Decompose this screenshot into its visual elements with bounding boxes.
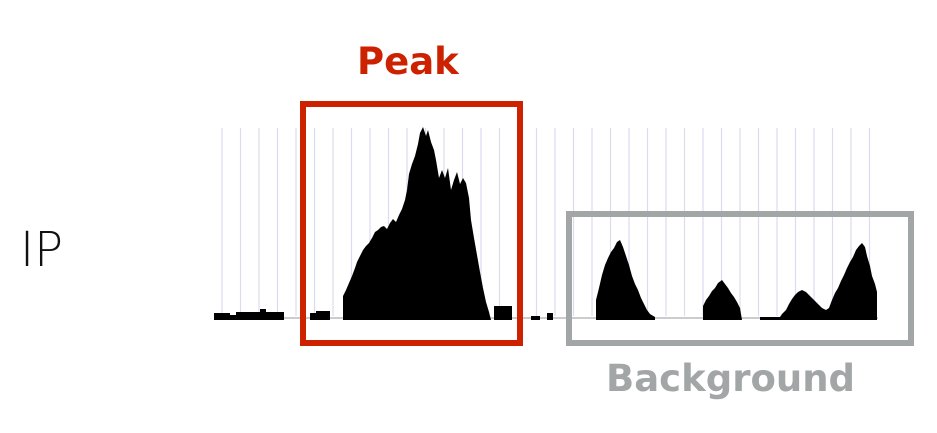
signal-peak xyxy=(596,240,655,320)
peak-box xyxy=(300,101,523,346)
signal-peaks xyxy=(214,127,877,320)
signal-peak xyxy=(214,309,284,320)
background-label: Background xyxy=(606,357,856,400)
signal-peak xyxy=(760,243,877,320)
signal-peak xyxy=(494,306,512,320)
background-box xyxy=(566,211,914,346)
grid-lines xyxy=(221,128,871,316)
signal-peak xyxy=(343,127,491,320)
track-label-ip: IP xyxy=(20,222,64,278)
signal-peak xyxy=(531,316,540,320)
signal-peak xyxy=(547,313,553,320)
signal-peak xyxy=(310,311,330,320)
peak-label: Peak xyxy=(357,40,459,83)
signal-peak xyxy=(703,280,742,320)
